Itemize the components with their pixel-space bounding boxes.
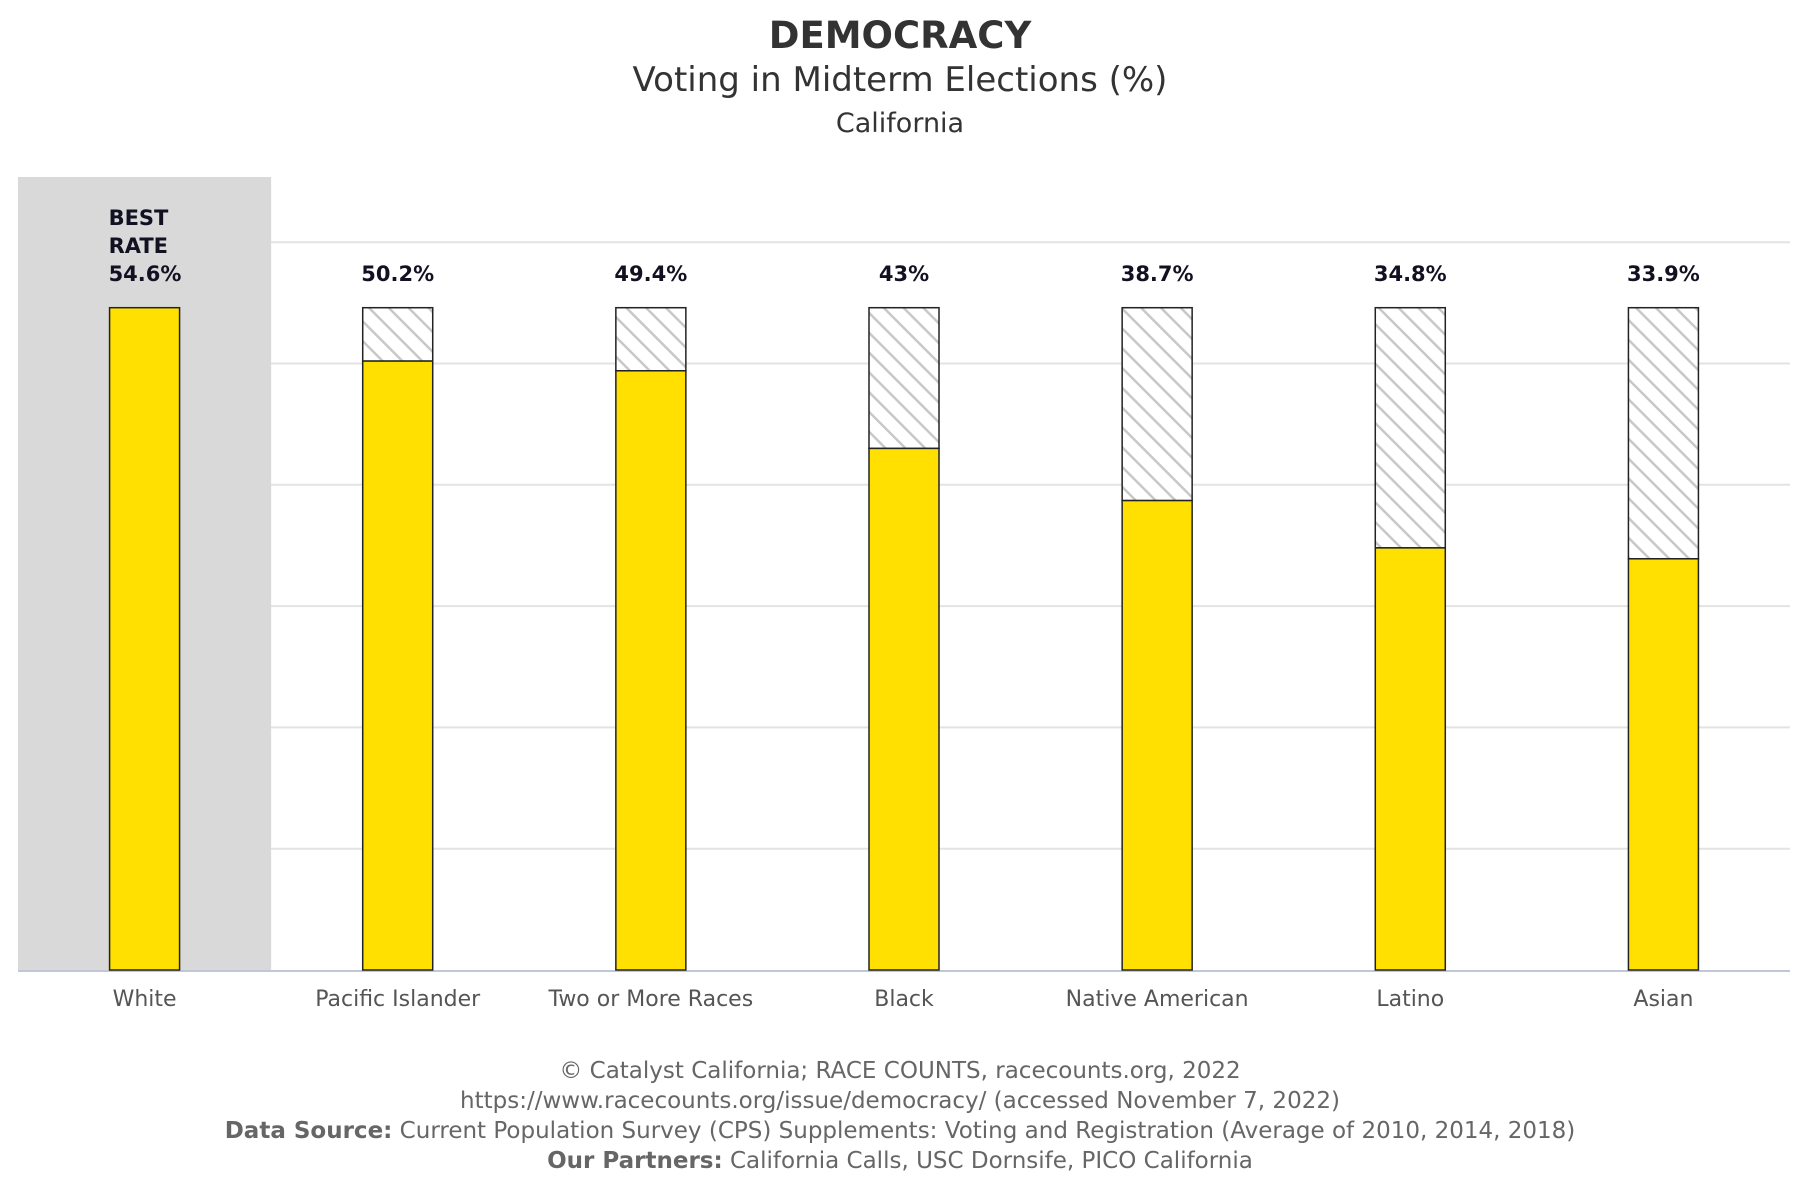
chart-region: California: [835, 108, 965, 139]
bar: [868, 447, 940, 971]
data-source-text: Current Population Survey (CPS) Suppleme…: [392, 1118, 1576, 1144]
best-rate-label: BEST: [109, 206, 169, 230]
gap-to-best-bar: [1374, 306, 1447, 549]
value-label: 50.2%: [361, 262, 434, 286]
bar: [1121, 499, 1193, 971]
value-label: 49.4%: [614, 262, 687, 286]
value-label: 38.7%: [1121, 262, 1194, 286]
bar: [1374, 547, 1447, 971]
data-source-line: Data Source: Current Population Survey (…: [0, 1116, 1800, 1146]
x-tick-label: Black: [874, 987, 934, 1012]
x-tick-label: Two or More Races: [548, 987, 754, 1012]
chart-footer: © Catalyst California; RACE COUNTS, race…: [0, 1056, 1800, 1176]
x-tick-label: White: [113, 987, 177, 1012]
partners-text: California Calls, USC Dornsife, PICO Cal…: [722, 1148, 1253, 1174]
bar-chart: BEST RATE 54.6% 50.2% 49.4% 43% 38.7% 34.8% 33.9…: [18, 177, 1790, 1012]
x-tick-label: Pacific Islander: [315, 987, 481, 1012]
bar: [108, 306, 181, 971]
gap-to-best-bar: [1121, 306, 1193, 502]
bar: [361, 360, 434, 971]
best-rate-label: RATE: [109, 234, 168, 258]
x-tick-label: Latino: [1376, 987, 1444, 1012]
bar: [1627, 558, 1700, 971]
gap-to-best-bar: [361, 306, 434, 362]
gap-to-best-bar: [1627, 306, 1700, 560]
value-label: 34.8%: [1374, 262, 1447, 286]
value-label: 43%: [879, 262, 929, 286]
value-labels: BEST RATE 54.6% 50.2% 49.4% 43% 38.7% 34.8% 33.9…: [109, 206, 1700, 286]
gap-to-best-bar: [868, 306, 940, 450]
copyright-line: © Catalyst California; RACE COUNTS, race…: [559, 1058, 1241, 1084]
data-source-label: Data Source:: [224, 1118, 393, 1144]
value-label: 54.6%: [109, 262, 182, 286]
chart-title: DEMOCRACY: [768, 14, 1032, 57]
gap-to-best-bar: [615, 306, 687, 372]
partners-label: Our Partners:: [547, 1148, 723, 1174]
x-axis-tick-labels: White Pacific Islander Two or More Races Bl…: [113, 987, 1694, 1012]
partners-line: Our Partners: California Calls, USC Dorn…: [0, 1146, 1800, 1176]
chart-subtitle: Voting in Midterm Elections (%): [632, 60, 1168, 100]
bars: [108, 306, 1700, 971]
url-line: https://www.racecounts.org/issue/democra…: [460, 1088, 1340, 1114]
value-label: 33.9%: [1627, 262, 1700, 286]
x-tick-label: Asian: [1633, 987, 1693, 1012]
bar: [615, 370, 687, 971]
x-tick-label: Native American: [1066, 987, 1249, 1012]
